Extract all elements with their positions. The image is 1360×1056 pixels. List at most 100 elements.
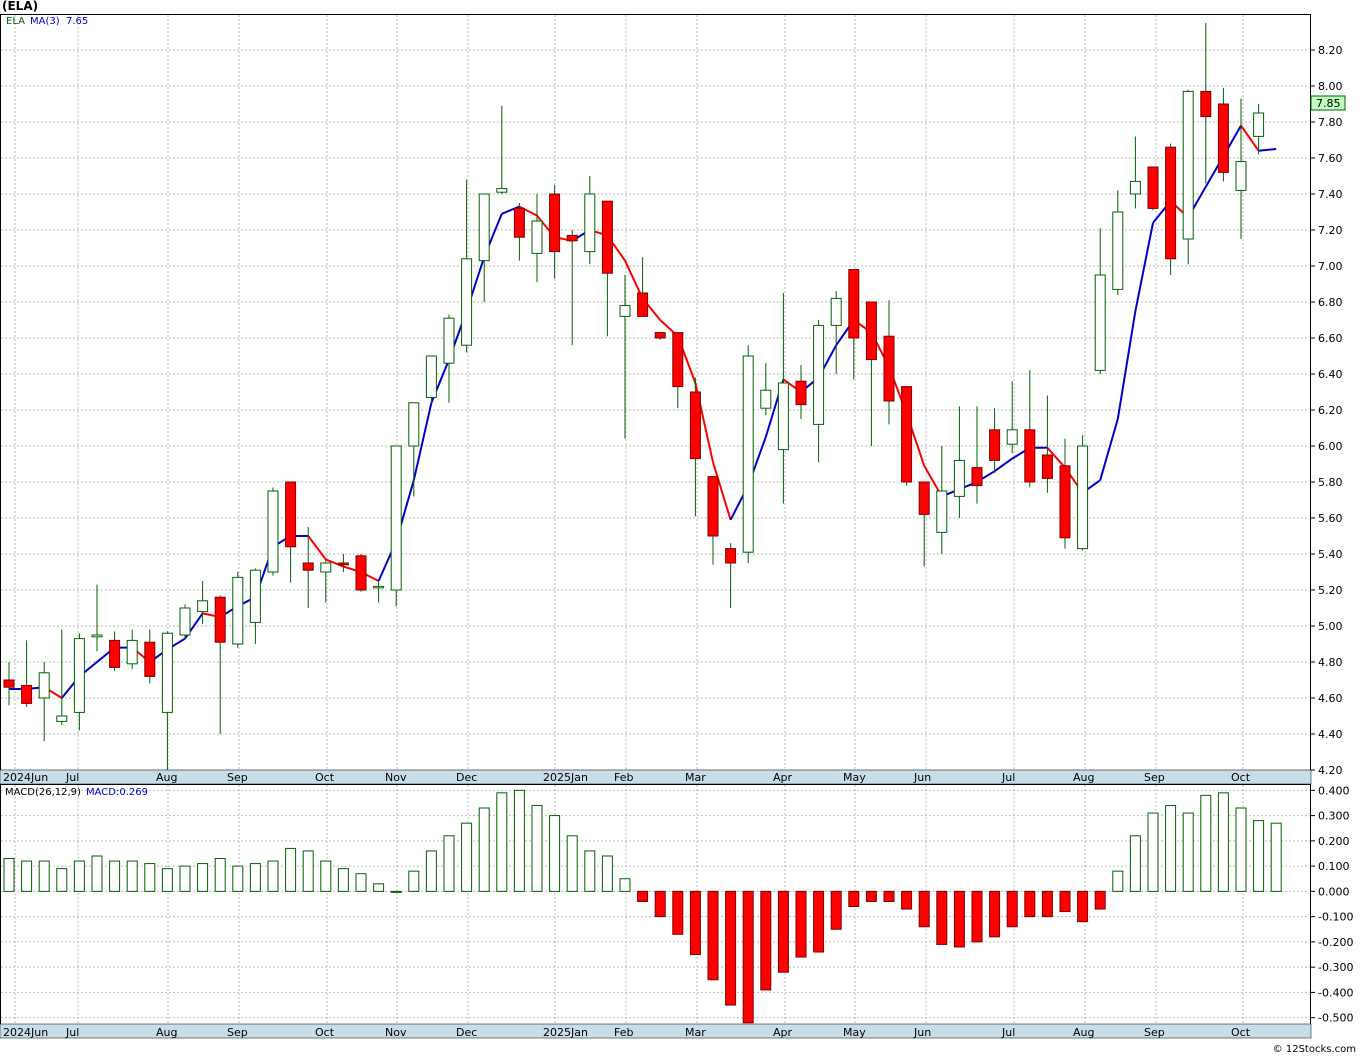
macd-x-tick-label: Sep bbox=[1144, 1026, 1165, 1039]
macd-bar bbox=[337, 868, 349, 892]
candle-body bbox=[672, 332, 684, 388]
price-y-tick-label: 7.80 bbox=[1318, 116, 1343, 129]
candle bbox=[232, 572, 244, 648]
candle-body bbox=[232, 576, 244, 645]
price-y-tick-label: 4.20 bbox=[1318, 764, 1343, 777]
candle bbox=[91, 584, 103, 652]
ma-segment bbox=[1134, 222, 1154, 312]
macd-bar bbox=[830, 890, 842, 930]
candle bbox=[865, 301, 877, 446]
candle-body bbox=[1200, 90, 1212, 118]
macd-bar bbox=[865, 890, 877, 902]
macd-bar bbox=[813, 890, 825, 953]
price-y-tick-label: 5.80 bbox=[1318, 476, 1343, 489]
candle bbox=[848, 269, 860, 380]
macd-bar bbox=[38, 860, 50, 892]
legend-ma-label: MA(3) bbox=[30, 16, 60, 27]
candle bbox=[813, 320, 825, 463]
candle bbox=[1235, 98, 1247, 239]
candle bbox=[742, 345, 754, 563]
price-y-tick-label: 4.80 bbox=[1318, 656, 1343, 669]
candle bbox=[1129, 136, 1141, 209]
candle-body bbox=[1077, 445, 1089, 550]
macd-bar bbox=[3, 858, 15, 892]
ma-segment bbox=[1099, 418, 1119, 481]
macd-bar bbox=[1182, 812, 1194, 892]
footer-credit: © 12Stocks.com bbox=[1273, 1044, 1356, 1055]
candle bbox=[795, 365, 807, 419]
candle bbox=[320, 559, 332, 603]
macd-bar bbox=[355, 873, 367, 892]
candle-body bbox=[197, 600, 209, 613]
candle-body bbox=[1024, 429, 1036, 483]
candle-body bbox=[408, 402, 420, 447]
candle-body bbox=[496, 188, 508, 193]
ma-segment bbox=[307, 535, 327, 561]
candle-body bbox=[619, 305, 631, 317]
candle-body bbox=[1129, 180, 1141, 195]
candle bbox=[601, 200, 613, 337]
candle bbox=[971, 406, 983, 504]
macd-bar bbox=[742, 890, 754, 1024]
macd-y-tick-label: 0.000 bbox=[1318, 885, 1350, 898]
candle-body bbox=[584, 193, 596, 253]
macd-bar bbox=[1270, 822, 1282, 892]
macd-legend-params: MACD(26,12,9) bbox=[5, 787, 81, 798]
price-y-tick-label: 4.40 bbox=[1318, 728, 1343, 741]
candle bbox=[1006, 381, 1018, 454]
candle bbox=[478, 193, 490, 302]
candle-body bbox=[320, 562, 332, 573]
candle-body bbox=[267, 490, 279, 573]
macd-bar bbox=[549, 815, 561, 892]
candle-body bbox=[760, 389, 772, 409]
macd-x-tick-label: Aug bbox=[1073, 1026, 1094, 1039]
candle bbox=[513, 203, 525, 261]
candle-body bbox=[1041, 454, 1053, 479]
macd-x-tick-label: Mar bbox=[685, 1026, 706, 1039]
candle bbox=[989, 408, 1001, 473]
candle bbox=[267, 487, 279, 576]
candle-body bbox=[601, 200, 613, 274]
candle-body bbox=[813, 324, 825, 425]
candle-body bbox=[337, 562, 349, 566]
candle bbox=[637, 257, 649, 317]
candle bbox=[883, 300, 895, 425]
price-y-tick-label: 5.60 bbox=[1318, 512, 1343, 525]
candle-body bbox=[443, 317, 455, 364]
candle bbox=[1147, 166, 1159, 211]
candle bbox=[302, 527, 314, 608]
chart-title: (ELA) bbox=[2, 0, 39, 13]
candle-body bbox=[249, 569, 261, 623]
price-x-tick-label: Sep bbox=[1144, 771, 1165, 784]
candle-body bbox=[725, 548, 737, 564]
macd-x-tick-label: Feb bbox=[614, 1026, 633, 1039]
candle-body bbox=[971, 467, 983, 487]
macd-y-tick-label: -0.200 bbox=[1318, 936, 1353, 949]
candle-body bbox=[478, 193, 490, 262]
macd-bar bbox=[513, 789, 525, 892]
candle bbox=[56, 629, 68, 725]
candle-body bbox=[109, 639, 121, 668]
candle bbox=[214, 595, 226, 734]
candle bbox=[707, 476, 719, 565]
price-y-tick-label: 7.20 bbox=[1318, 224, 1343, 237]
candle bbox=[901, 386, 913, 486]
macd-bar bbox=[707, 890, 719, 981]
price-x-tick-label: 2024Jun bbox=[3, 771, 48, 784]
candle-body bbox=[513, 207, 525, 238]
candle-body bbox=[707, 476, 719, 537]
macd-y-tick-label: -0.400 bbox=[1318, 986, 1353, 999]
price-x-tick-label: Aug bbox=[156, 771, 177, 784]
candle-body bbox=[126, 639, 138, 665]
price-y-tick-label: 6.00 bbox=[1318, 440, 1343, 453]
candle-body bbox=[918, 481, 930, 515]
candle bbox=[619, 275, 631, 439]
macd-bar bbox=[179, 865, 191, 892]
macd-bar bbox=[214, 858, 226, 892]
candle-body bbox=[936, 490, 948, 533]
macd-y-tick-label: 0.200 bbox=[1318, 835, 1350, 848]
macd-bar bbox=[1129, 835, 1141, 892]
macd-bar bbox=[1041, 890, 1053, 918]
legend-symbol: ELA bbox=[6, 16, 25, 27]
candle bbox=[1024, 370, 1036, 488]
